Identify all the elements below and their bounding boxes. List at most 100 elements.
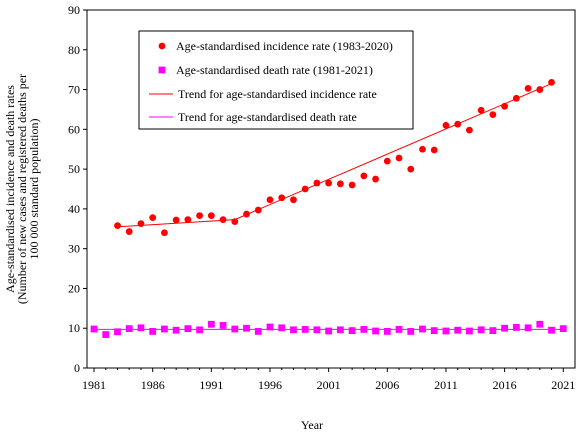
death-rate-point <box>313 326 321 334</box>
incidence-point <box>466 126 473 134</box>
incidence-point <box>360 172 368 180</box>
x-tick-label: 2001 <box>317 378 341 392</box>
y-tick-label: 40 <box>68 202 80 216</box>
incidence-point <box>196 212 204 220</box>
series-layer <box>90 78 567 338</box>
death-rate-point <box>231 325 239 333</box>
death-rate-point <box>161 325 168 333</box>
legend-label: Trend for age-standardised death rate <box>178 110 357 124</box>
death-rate-point <box>325 327 333 335</box>
x-tick-label: 1986 <box>141 378 165 392</box>
death-rate-point <box>536 320 544 328</box>
death-rate-point <box>301 326 309 333</box>
death-rate-point <box>430 327 438 335</box>
y-tick-label: 10 <box>68 321 80 335</box>
incidence-point <box>524 84 532 92</box>
death-rate-point <box>383 328 391 335</box>
x-tick-label: 2011 <box>434 378 458 392</box>
death-rate-point <box>114 328 121 336</box>
y-tick-label: 30 <box>68 242 80 256</box>
death-rate-point <box>184 325 192 333</box>
incidence-point <box>419 145 426 153</box>
death-rate-point <box>102 331 110 338</box>
y-axis-title-line: Age-standardised incidence and death rat… <box>3 85 17 293</box>
death-rate-point <box>348 327 356 335</box>
x-axis-title: Year <box>301 418 323 432</box>
y-axis-ticks: 0 10 20 30 40 50 60 70 80 90 <box>68 3 87 375</box>
legend-square-swatch <box>158 66 166 74</box>
death-rate-point <box>149 328 157 335</box>
incidence-point <box>184 216 192 224</box>
y-axis-title: Age-standardised incidence and death rat… <box>3 74 41 304</box>
death-rate-point <box>125 325 133 333</box>
death-rate-point <box>360 326 368 333</box>
incidence-point <box>325 179 333 187</box>
death-rate-point <box>254 328 262 335</box>
incidence-point <box>278 194 286 202</box>
incidence-point <box>172 216 180 224</box>
incidence-point <box>501 102 509 110</box>
x-tick-label: 1996 <box>258 378 282 392</box>
death-rate-point <box>477 326 485 334</box>
incidence-point <box>489 111 497 119</box>
y-tick-label: 90 <box>68 3 80 17</box>
incidence-point <box>430 146 438 154</box>
death-rate-point <box>524 324 532 332</box>
death-rate-point <box>207 320 215 328</box>
incidence-point <box>266 196 274 204</box>
death-rate-point <box>442 327 450 335</box>
death-rate-point <box>395 326 403 333</box>
death-rate-point <box>372 327 379 335</box>
incidence-point <box>512 94 520 102</box>
legend-circle-swatch <box>158 42 166 50</box>
death-rate-point <box>336 326 344 334</box>
y-tick-label: 60 <box>68 122 80 136</box>
legend: Age-standardised incidence rate (1983-20… <box>138 30 414 130</box>
y-tick-label: 80 <box>68 43 80 57</box>
death-rate-point <box>290 326 297 334</box>
death-rate-point <box>137 324 145 332</box>
x-tick-label: 1991 <box>199 378 223 392</box>
x-tick-label: 2016 <box>493 378 517 392</box>
y-tick-label: 70 <box>68 83 80 97</box>
x-axis-ticks: 1981 1986 1991 1996 2001 2006 2011 2016 2021 <box>82 368 575 392</box>
y-axis-title-line: 100 000 standard population) <box>27 119 41 260</box>
legend-label: Age-standardised death rate (1981-2021) <box>176 63 373 77</box>
death-rate-point <box>559 325 567 333</box>
death-rate-point <box>219 322 227 329</box>
death-rate-point <box>407 328 415 335</box>
death-rate-point <box>512 324 520 331</box>
incidence-point <box>395 154 403 162</box>
death-rate-point <box>172 326 180 334</box>
incidence-point <box>348 181 356 189</box>
x-tick-label: 1981 <box>82 378 106 392</box>
legend-label: Trend for age-standardised incidence rat… <box>178 87 377 101</box>
death-rate-point <box>501 324 509 332</box>
incidence-point <box>161 229 168 237</box>
incidence-point <box>407 165 415 173</box>
incidence-point <box>207 212 215 220</box>
death-rate-point <box>548 326 555 334</box>
y-tick-label: 20 <box>68 281 80 295</box>
death-rate-point <box>454 326 462 334</box>
incidence-point <box>383 157 391 165</box>
incidence-point <box>454 120 462 128</box>
death-rate-point <box>243 324 250 332</box>
y-axis-title-line: (Number of new cases and registered deat… <box>15 74 29 304</box>
legend-box <box>138 30 414 130</box>
death-rate-point <box>196 326 204 334</box>
y-tick-label: 0 <box>74 361 80 375</box>
y-tick-label: 50 <box>68 162 80 176</box>
incidence-point <box>137 220 145 228</box>
x-tick-label: 2006 <box>375 378 399 392</box>
death-rate-point <box>419 325 426 333</box>
death-rate-point <box>489 327 497 335</box>
incidence-point <box>254 206 262 214</box>
incidence-point <box>477 106 485 114</box>
death-rate-point <box>466 327 473 335</box>
death-rate-point <box>90 325 98 333</box>
incidence-point <box>372 175 379 183</box>
x-tick-label: 2021 <box>551 378 575 392</box>
incidence-point <box>442 121 450 129</box>
